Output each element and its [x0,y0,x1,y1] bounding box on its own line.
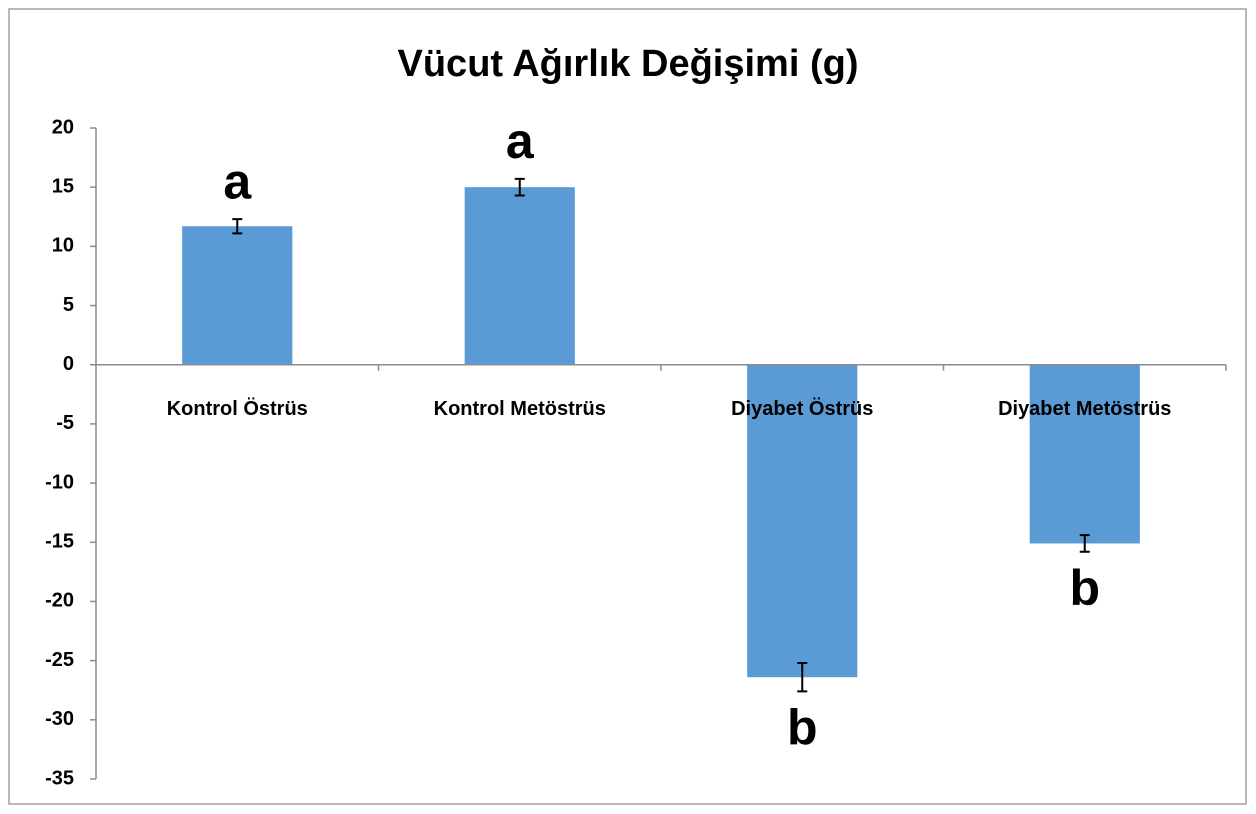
error-bar [514,177,525,197]
y-tick-label: 10 [52,235,74,257]
annotation: b [1069,560,1100,616]
y-tick-label: -10 [45,471,74,493]
error-bar [232,218,243,235]
y-tick-label: -35 [45,767,74,789]
x-tick-label: Diyabet Östrüs [731,397,873,420]
annotation: a [506,113,535,169]
y-tick-label: -5 [56,412,74,434]
bar [747,364,858,678]
x-tick-label: Kontrol Östrüs [167,397,308,420]
x-tick-label: Kontrol Metöstrüs [434,398,606,420]
error-bar [797,662,808,693]
y-tick-label: 0 [63,353,74,375]
y-tick-label: -15 [45,531,74,553]
annotation: b [787,700,818,756]
y-tick-label: 15 [52,175,74,197]
y-tick-label: 20 [52,116,74,138]
x-tick-label: Diyabet Metöstrüs [998,398,1171,420]
y-tick-label: -30 [45,708,74,730]
y-tick-label: -25 [45,649,74,671]
annotation: a [223,153,252,209]
y-tick-label: -20 [45,590,74,612]
y-tick-label: 5 [63,294,74,316]
chart-title: Vücut Ağırlık Değişimi (g) [398,43,859,85]
error-bar [1079,534,1090,553]
bar [182,226,293,365]
bar [1029,364,1140,544]
bar [464,187,575,365]
